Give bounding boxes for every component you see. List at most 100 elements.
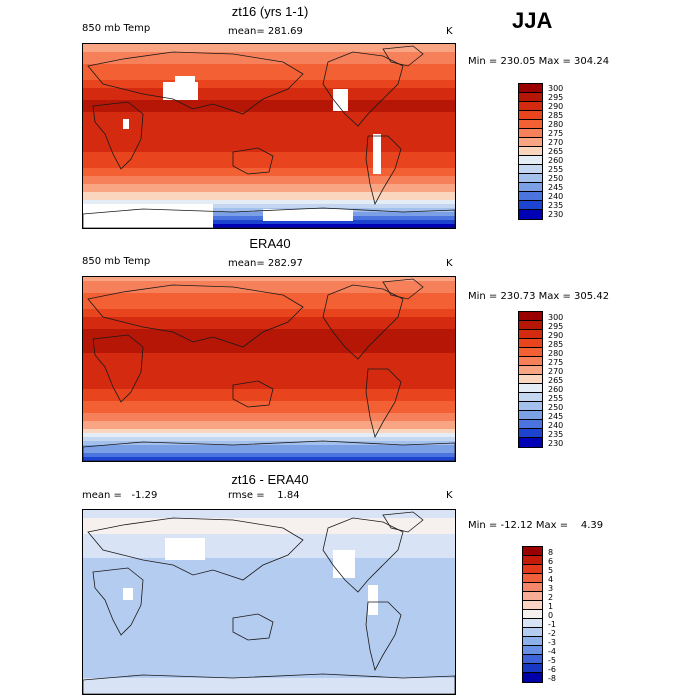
latitude-band xyxy=(83,357,455,362)
latitude-band xyxy=(83,670,455,675)
latitude-band xyxy=(83,293,455,298)
latitude-band xyxy=(83,180,455,185)
coastline xyxy=(92,101,144,170)
colorbar-swatch xyxy=(519,183,542,192)
latitude-band xyxy=(83,690,455,694)
latitude-band xyxy=(83,76,455,81)
colorbar-swatch xyxy=(519,174,542,183)
latitude-band xyxy=(83,172,455,177)
colorbar-swatch xyxy=(523,610,542,619)
latitude-band xyxy=(83,48,455,53)
latitude-band xyxy=(83,666,455,671)
masked-terrain xyxy=(368,585,378,615)
colorbar-swatch xyxy=(519,111,542,120)
coastline xyxy=(92,567,144,636)
latitude-band xyxy=(83,413,455,418)
colorbar-swatch xyxy=(519,330,542,339)
coastline xyxy=(232,147,274,175)
panel-3-center-label: rmse = 1.84 xyxy=(228,490,300,501)
masked-terrain xyxy=(165,538,205,560)
colorbar-tick-label: -3 xyxy=(548,638,556,647)
latitude-band xyxy=(83,168,455,173)
colorbar-swatch xyxy=(519,138,542,147)
latitude-band xyxy=(83,401,455,406)
latitude-band xyxy=(83,72,455,77)
coastline xyxy=(322,51,404,127)
panel-1-map xyxy=(82,43,456,229)
latitude-band xyxy=(83,92,455,97)
latitude-band xyxy=(83,301,455,306)
colorbar-swatch xyxy=(519,429,542,438)
latitude-band xyxy=(83,112,455,117)
masked-terrain xyxy=(333,89,348,111)
coastline xyxy=(322,284,404,360)
colorbar-tick-label: 290 xyxy=(548,331,564,340)
coastline xyxy=(92,334,144,403)
latitude-band xyxy=(83,124,455,129)
colorbar-tick-label: 235 xyxy=(548,201,564,210)
latitude-band xyxy=(83,200,455,205)
colorbar-swatch xyxy=(519,357,542,366)
latitude-band xyxy=(83,578,455,583)
latitude-band xyxy=(83,522,455,527)
latitude-band xyxy=(83,128,455,133)
colorbar-swatch xyxy=(519,102,542,111)
masked-terrain xyxy=(83,204,213,228)
panel-3-map-svg xyxy=(83,510,455,694)
masked-terrain xyxy=(175,76,195,86)
latitude-band xyxy=(83,116,455,121)
panel-3-colorbar-ticks: 8 6 5 4 3 2 1 0 -1 -2 -3 -4 -5 -6 -8 xyxy=(548,548,556,683)
latitude-band xyxy=(83,104,455,109)
panel-2-unit: K xyxy=(446,258,453,269)
colorbar-tick-label: -1 xyxy=(548,620,556,629)
coastline xyxy=(83,673,455,694)
colorbar-tick-label: 285 xyxy=(548,111,564,120)
colorbar-tick-label: 245 xyxy=(548,412,564,421)
colorbar-tick-label: -6 xyxy=(548,665,556,674)
coastline xyxy=(382,511,424,533)
latitude-band xyxy=(83,140,455,145)
colorbar-swatch xyxy=(519,321,542,330)
colorbar-tick-label: 260 xyxy=(548,385,564,394)
latitude-band xyxy=(83,518,455,523)
colorbar-tick-label: 245 xyxy=(548,183,564,192)
panel-2-title: ERA40 xyxy=(249,236,291,251)
latitude-band xyxy=(83,361,455,366)
panel-2-minmax: Min = 230.73 Max = 305.42 xyxy=(468,291,610,302)
latitude-band xyxy=(83,678,455,683)
colorbar-tick-label: 240 xyxy=(548,192,564,201)
latitude-band xyxy=(83,510,455,515)
latitude-band xyxy=(83,409,455,414)
latitude-band xyxy=(83,321,455,326)
panel-1-title: zt16 (yrs 1-1) xyxy=(231,4,309,19)
latitude-band xyxy=(83,566,455,571)
colorbar-swatch xyxy=(523,547,542,556)
colorbar-swatch xyxy=(523,619,542,628)
latitude-band xyxy=(83,417,455,422)
latitude-band xyxy=(83,56,455,61)
colorbar-tick-label: 295 xyxy=(548,93,564,102)
latitude-band xyxy=(83,204,455,209)
colorbar-swatch xyxy=(523,637,542,646)
colorbar-swatch xyxy=(519,147,542,156)
latitude-band xyxy=(83,309,455,314)
latitude-band xyxy=(83,220,455,225)
latitude-band xyxy=(83,421,455,426)
coastline xyxy=(382,278,424,300)
masked-terrain xyxy=(333,550,355,578)
latitude-band xyxy=(83,108,455,113)
latitude-band xyxy=(83,365,455,370)
colorbar-swatch xyxy=(519,420,542,429)
latitude-band xyxy=(83,526,455,531)
latitude-band xyxy=(83,389,455,394)
coastline xyxy=(232,380,274,408)
latitude-band xyxy=(83,534,455,539)
panel-3-unit: K xyxy=(446,490,453,501)
latitude-band xyxy=(83,305,455,310)
panel-3-minmax: Min = -12.12 Max = 4.39 xyxy=(468,520,604,531)
colorbar-swatch xyxy=(519,384,542,393)
panel-1-map-svg xyxy=(83,44,455,228)
colorbar-swatch xyxy=(519,312,542,321)
latitude-band xyxy=(83,164,455,169)
latitude-band xyxy=(83,630,455,635)
